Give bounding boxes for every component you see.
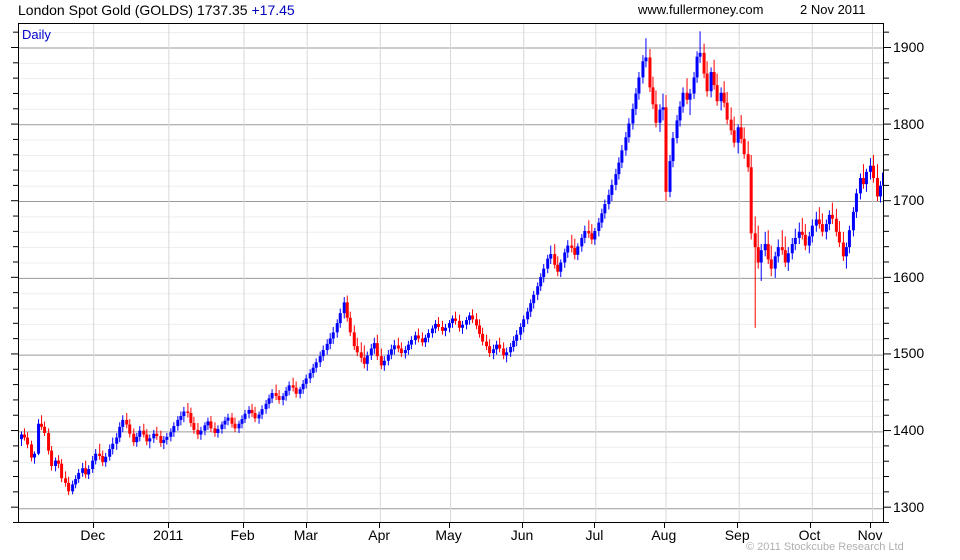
x-axis-tick-label: Sep xyxy=(724,527,750,543)
y-axis-tick-label: 1300 xyxy=(893,498,925,515)
x-axis-tick-label: Feb xyxy=(230,527,255,543)
x-axis-tick-label: Dec xyxy=(80,527,106,543)
copyright-notice: © 2011 Stockcube Research Ltd xyxy=(746,541,904,553)
instrument-title-text: London Spot Gold (GOLDS) 1737.35 xyxy=(18,2,248,18)
x-axis-tick-label: Mar xyxy=(293,527,318,543)
x-axis-tick-label: Jul xyxy=(585,527,604,543)
y-axis-tick-label: 1700 xyxy=(893,192,925,209)
candlestick-series xyxy=(20,31,883,496)
page-title: London Spot Gold (GOLDS) 1737.35 +17.45 xyxy=(18,2,295,18)
y-axis-tick-label: 1600 xyxy=(893,268,925,285)
website-label: www.fullermoney.com xyxy=(638,2,764,17)
price-change: +17.45 xyxy=(251,2,295,18)
x-axis-tick-label: Apr xyxy=(368,527,391,543)
x-axis-tick-label: Nov xyxy=(857,527,883,543)
chart-date: 2 Nov 2011 xyxy=(800,2,866,17)
x-axis-tick-label: Oct xyxy=(798,527,821,543)
y-axis-tick-label: 1900 xyxy=(893,38,925,55)
x-axis-tick-label: 2011 xyxy=(153,527,184,543)
x-axis-tick-label: May xyxy=(435,527,462,543)
chart-header: London Spot Gold (GOLDS) 1737.35 +17.45 … xyxy=(0,0,960,22)
chart-plot-area[interactable] xyxy=(18,23,884,523)
x-axis-tick-label: Jun xyxy=(510,527,534,543)
x-axis-tick-label: Aug xyxy=(651,527,677,543)
y-axis-tick-label: 1800 xyxy=(893,115,925,132)
period-label: Daily xyxy=(22,27,51,42)
y-axis-tick-label: 1400 xyxy=(893,422,925,439)
y-axis-tick-label: 1500 xyxy=(893,345,925,362)
